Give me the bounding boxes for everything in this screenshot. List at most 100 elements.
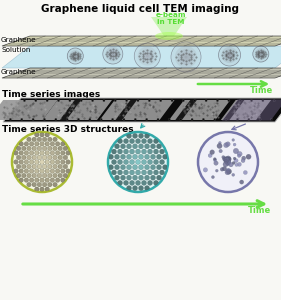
Circle shape xyxy=(30,151,34,155)
Circle shape xyxy=(139,165,144,170)
Circle shape xyxy=(232,139,235,141)
Circle shape xyxy=(47,182,52,187)
Circle shape xyxy=(112,149,117,154)
Circle shape xyxy=(58,155,62,160)
Circle shape xyxy=(203,168,208,172)
Circle shape xyxy=(208,154,212,158)
Circle shape xyxy=(114,154,119,159)
Polygon shape xyxy=(222,100,281,121)
Circle shape xyxy=(246,154,251,159)
Circle shape xyxy=(69,100,71,102)
Circle shape xyxy=(37,182,42,187)
Circle shape xyxy=(135,180,140,185)
Circle shape xyxy=(47,173,52,178)
Circle shape xyxy=(92,100,94,102)
Circle shape xyxy=(182,100,185,102)
Circle shape xyxy=(121,144,126,149)
Circle shape xyxy=(53,182,57,187)
Circle shape xyxy=(121,165,126,170)
Circle shape xyxy=(50,142,55,146)
Circle shape xyxy=(227,157,231,161)
Circle shape xyxy=(30,142,34,146)
Circle shape xyxy=(27,137,31,142)
Circle shape xyxy=(126,100,128,102)
Circle shape xyxy=(21,118,23,121)
Circle shape xyxy=(222,167,227,171)
Circle shape xyxy=(124,139,128,144)
Circle shape xyxy=(55,142,60,146)
Circle shape xyxy=(181,52,191,62)
Circle shape xyxy=(27,173,31,178)
Circle shape xyxy=(227,157,230,160)
Circle shape xyxy=(42,155,47,160)
Circle shape xyxy=(19,151,23,155)
Circle shape xyxy=(171,100,173,102)
Circle shape xyxy=(35,178,39,182)
Circle shape xyxy=(202,118,205,121)
Circle shape xyxy=(108,49,118,59)
Circle shape xyxy=(24,178,29,182)
Circle shape xyxy=(16,146,21,151)
Circle shape xyxy=(45,187,49,191)
Polygon shape xyxy=(223,100,245,121)
Circle shape xyxy=(153,180,158,185)
Circle shape xyxy=(53,164,57,169)
Circle shape xyxy=(47,146,52,151)
Circle shape xyxy=(148,160,153,164)
Circle shape xyxy=(228,100,230,102)
Circle shape xyxy=(225,157,229,160)
Circle shape xyxy=(19,160,23,164)
Circle shape xyxy=(162,154,167,159)
Circle shape xyxy=(227,160,231,165)
Polygon shape xyxy=(151,17,187,36)
Circle shape xyxy=(255,48,267,60)
Circle shape xyxy=(55,178,60,182)
Circle shape xyxy=(61,169,65,173)
Circle shape xyxy=(19,169,23,173)
Circle shape xyxy=(74,55,76,57)
Circle shape xyxy=(117,180,123,185)
Circle shape xyxy=(130,180,135,185)
Circle shape xyxy=(103,44,122,64)
Circle shape xyxy=(133,154,137,159)
Circle shape xyxy=(37,164,42,169)
Text: Graphene: Graphene xyxy=(1,69,37,75)
Circle shape xyxy=(16,173,21,178)
Circle shape xyxy=(157,175,162,180)
Circle shape xyxy=(233,148,239,154)
Circle shape xyxy=(71,52,80,60)
Circle shape xyxy=(32,146,37,151)
Polygon shape xyxy=(2,36,281,46)
Polygon shape xyxy=(2,46,281,68)
Circle shape xyxy=(61,142,65,146)
Polygon shape xyxy=(0,100,58,120)
Circle shape xyxy=(42,173,47,178)
Circle shape xyxy=(235,163,238,167)
Circle shape xyxy=(35,187,39,191)
Circle shape xyxy=(151,175,155,180)
Text: Graphene: Graphene xyxy=(1,37,37,43)
Circle shape xyxy=(213,159,217,162)
Circle shape xyxy=(237,152,242,156)
Circle shape xyxy=(14,160,18,164)
Circle shape xyxy=(142,160,146,164)
Circle shape xyxy=(16,164,21,169)
Circle shape xyxy=(148,180,153,185)
Circle shape xyxy=(45,151,49,155)
Circle shape xyxy=(142,139,146,144)
Circle shape xyxy=(80,100,82,102)
Circle shape xyxy=(250,100,253,102)
Circle shape xyxy=(270,118,273,121)
Circle shape xyxy=(58,146,62,151)
Circle shape xyxy=(210,150,215,154)
Circle shape xyxy=(259,118,261,121)
Text: Time: Time xyxy=(248,206,271,215)
Circle shape xyxy=(226,169,232,174)
Polygon shape xyxy=(3,98,281,122)
Circle shape xyxy=(114,144,119,149)
Circle shape xyxy=(143,52,151,60)
Circle shape xyxy=(47,137,52,142)
Circle shape xyxy=(160,100,162,102)
Circle shape xyxy=(191,118,193,121)
Polygon shape xyxy=(115,100,137,121)
